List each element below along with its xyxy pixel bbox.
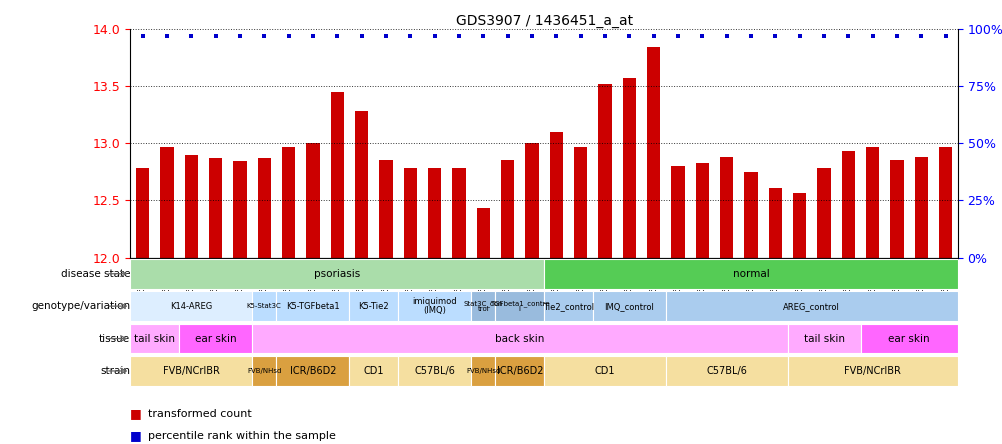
Bar bbox=[743, 172, 757, 258]
Text: C57BL/6: C57BL/6 bbox=[414, 366, 455, 376]
Text: ICR/B6D2: ICR/B6D2 bbox=[290, 366, 336, 376]
Text: K5-Tie2: K5-Tie2 bbox=[358, 301, 389, 311]
Text: Stat3C_con
trol: Stat3C_con trol bbox=[463, 300, 503, 312]
Bar bbox=[719, 157, 732, 258]
Bar bbox=[398, 291, 471, 321]
Bar bbox=[252, 291, 277, 321]
Bar bbox=[787, 324, 860, 353]
Text: ICR/B6D2: ICR/B6D2 bbox=[496, 366, 542, 376]
Bar bbox=[349, 291, 398, 321]
Text: FVB/NHsd: FVB/NHsd bbox=[246, 368, 282, 374]
Text: transformed count: transformed count bbox=[148, 409, 252, 419]
Text: disease state: disease state bbox=[60, 269, 130, 279]
Text: K5-TGFbeta1: K5-TGFbeta1 bbox=[286, 301, 340, 311]
Text: psoriasis: psoriasis bbox=[314, 269, 360, 279]
Bar bbox=[543, 356, 665, 386]
Text: Tie2_control: Tie2_control bbox=[542, 301, 593, 311]
Bar bbox=[252, 356, 277, 386]
Text: back skin: back skin bbox=[495, 333, 544, 344]
Bar bbox=[768, 188, 782, 258]
Bar bbox=[282, 147, 295, 258]
Bar bbox=[184, 155, 197, 258]
Bar bbox=[130, 259, 543, 289]
Text: ■: ■ bbox=[130, 407, 146, 420]
Bar bbox=[277, 356, 349, 386]
Text: CD1: CD1 bbox=[363, 366, 384, 376]
Bar bbox=[349, 356, 398, 386]
Bar bbox=[665, 291, 957, 321]
Bar bbox=[179, 324, 252, 353]
Bar bbox=[865, 147, 879, 258]
Text: FVB/NCrIBR: FVB/NCrIBR bbox=[844, 366, 900, 376]
Text: tail skin: tail skin bbox=[803, 333, 844, 344]
Bar bbox=[793, 194, 806, 258]
Bar bbox=[355, 111, 368, 258]
Bar bbox=[890, 160, 903, 258]
Bar bbox=[130, 324, 179, 353]
Bar bbox=[646, 47, 659, 258]
Title: GDS3907 / 1436451_a_at: GDS3907 / 1436451_a_at bbox=[455, 14, 632, 28]
Bar bbox=[549, 132, 562, 258]
Bar bbox=[331, 92, 344, 258]
Text: FVB/NCrIBR: FVB/NCrIBR bbox=[162, 366, 219, 376]
Text: AREG_control: AREG_control bbox=[783, 301, 840, 311]
Text: strain: strain bbox=[100, 366, 130, 376]
Bar bbox=[841, 151, 854, 258]
Bar bbox=[543, 259, 957, 289]
Bar bbox=[135, 168, 149, 258]
Bar bbox=[476, 208, 490, 258]
Bar bbox=[398, 356, 471, 386]
Text: C57BL/6: C57BL/6 bbox=[705, 366, 746, 376]
Bar bbox=[500, 160, 514, 258]
Bar bbox=[130, 291, 252, 321]
Text: K14-AREG: K14-AREG bbox=[170, 301, 212, 311]
Bar bbox=[258, 158, 271, 258]
Text: ear skin: ear skin bbox=[194, 333, 236, 344]
Text: K5-Stat3C: K5-Stat3C bbox=[246, 303, 282, 309]
Bar bbox=[695, 163, 708, 258]
Bar bbox=[597, 84, 611, 258]
Text: normal: normal bbox=[731, 269, 769, 279]
Bar bbox=[665, 356, 787, 386]
Text: tail skin: tail skin bbox=[134, 333, 175, 344]
Bar bbox=[379, 160, 392, 258]
Bar bbox=[622, 78, 635, 258]
Text: tissue: tissue bbox=[99, 333, 130, 344]
Bar bbox=[495, 291, 543, 321]
Bar bbox=[306, 143, 320, 258]
Bar bbox=[452, 168, 465, 258]
Bar bbox=[592, 291, 665, 321]
Bar bbox=[914, 157, 927, 258]
Text: ear skin: ear skin bbox=[888, 333, 929, 344]
Text: ■: ■ bbox=[130, 429, 146, 443]
Bar bbox=[495, 356, 543, 386]
Text: FVB/NHsd: FVB/NHsd bbox=[466, 368, 500, 374]
Bar bbox=[252, 324, 787, 353]
Bar bbox=[938, 147, 952, 258]
Text: percentile rank within the sample: percentile rank within the sample bbox=[148, 431, 336, 441]
Bar bbox=[860, 324, 957, 353]
Bar bbox=[471, 356, 495, 386]
Text: TGFbeta1_contro
l: TGFbeta1_contro l bbox=[490, 300, 549, 312]
Bar bbox=[160, 147, 173, 258]
Bar bbox=[670, 166, 684, 258]
Text: imiquimod
(IMQ): imiquimod (IMQ) bbox=[412, 297, 457, 315]
Bar bbox=[543, 291, 592, 321]
Bar bbox=[817, 168, 830, 258]
Bar bbox=[403, 168, 417, 258]
Text: IMQ_control: IMQ_control bbox=[604, 301, 653, 311]
Bar bbox=[428, 168, 441, 258]
Bar bbox=[787, 356, 957, 386]
Text: genotype/variation: genotype/variation bbox=[31, 301, 130, 311]
Bar bbox=[277, 291, 349, 321]
Bar bbox=[233, 162, 246, 258]
Text: CD1: CD1 bbox=[594, 366, 614, 376]
Bar bbox=[208, 158, 222, 258]
Bar bbox=[525, 143, 538, 258]
Bar bbox=[573, 147, 587, 258]
Bar bbox=[130, 356, 252, 386]
Bar bbox=[471, 291, 495, 321]
